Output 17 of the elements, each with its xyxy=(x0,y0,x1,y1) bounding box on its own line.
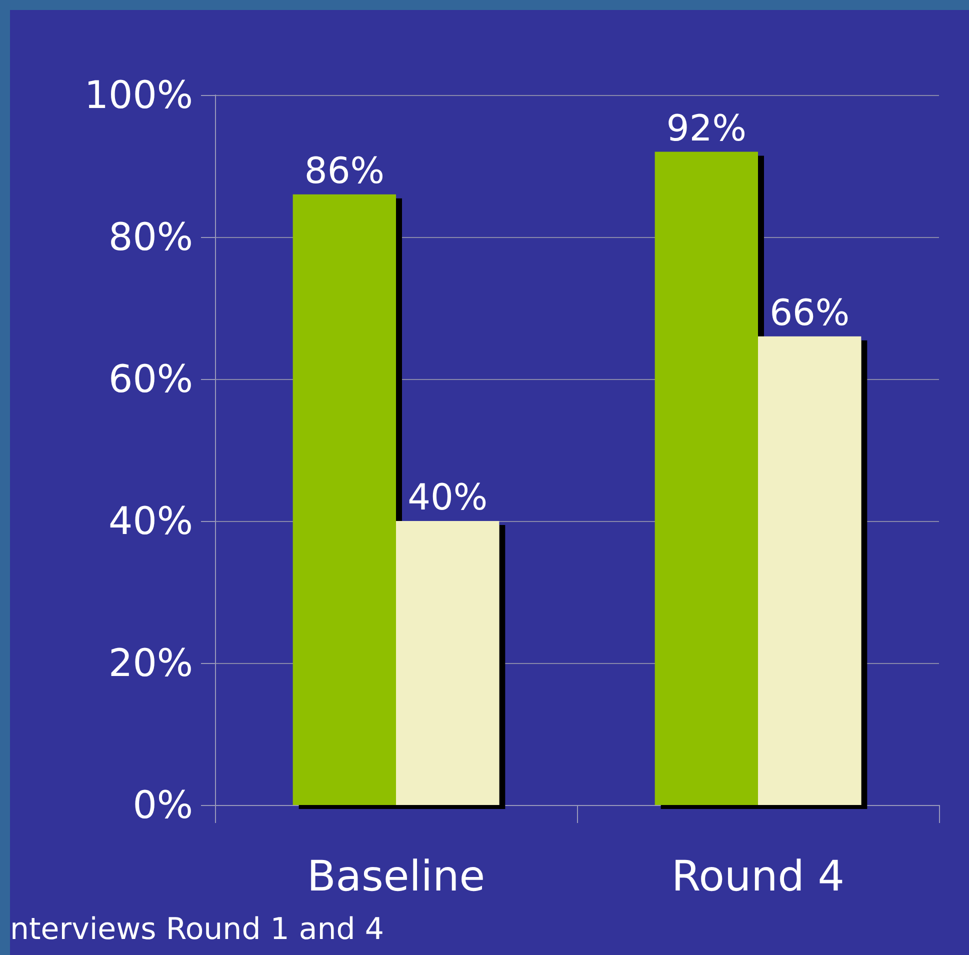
x-tick-label: Round 4 xyxy=(672,852,844,900)
data-label: 86% xyxy=(304,150,384,192)
y-tick-label: 40% xyxy=(108,499,193,543)
bar xyxy=(396,521,500,805)
bar xyxy=(758,336,862,805)
bar xyxy=(292,194,396,805)
y-tick-label: 0% xyxy=(132,783,193,827)
y-tick-label: 60% xyxy=(108,357,193,401)
x-tick-label: Baseline xyxy=(306,852,486,900)
data-label: 66% xyxy=(770,292,850,334)
y-tick-label: 20% xyxy=(108,641,193,685)
text: nterviews Round 1 and 4 xyxy=(10,912,384,947)
y-tick-label: 100% xyxy=(84,73,193,117)
bar xyxy=(654,152,758,805)
data-label: 40% xyxy=(408,478,488,518)
data-label: 92% xyxy=(666,108,746,150)
y-tick-label: 80% xyxy=(108,215,193,259)
